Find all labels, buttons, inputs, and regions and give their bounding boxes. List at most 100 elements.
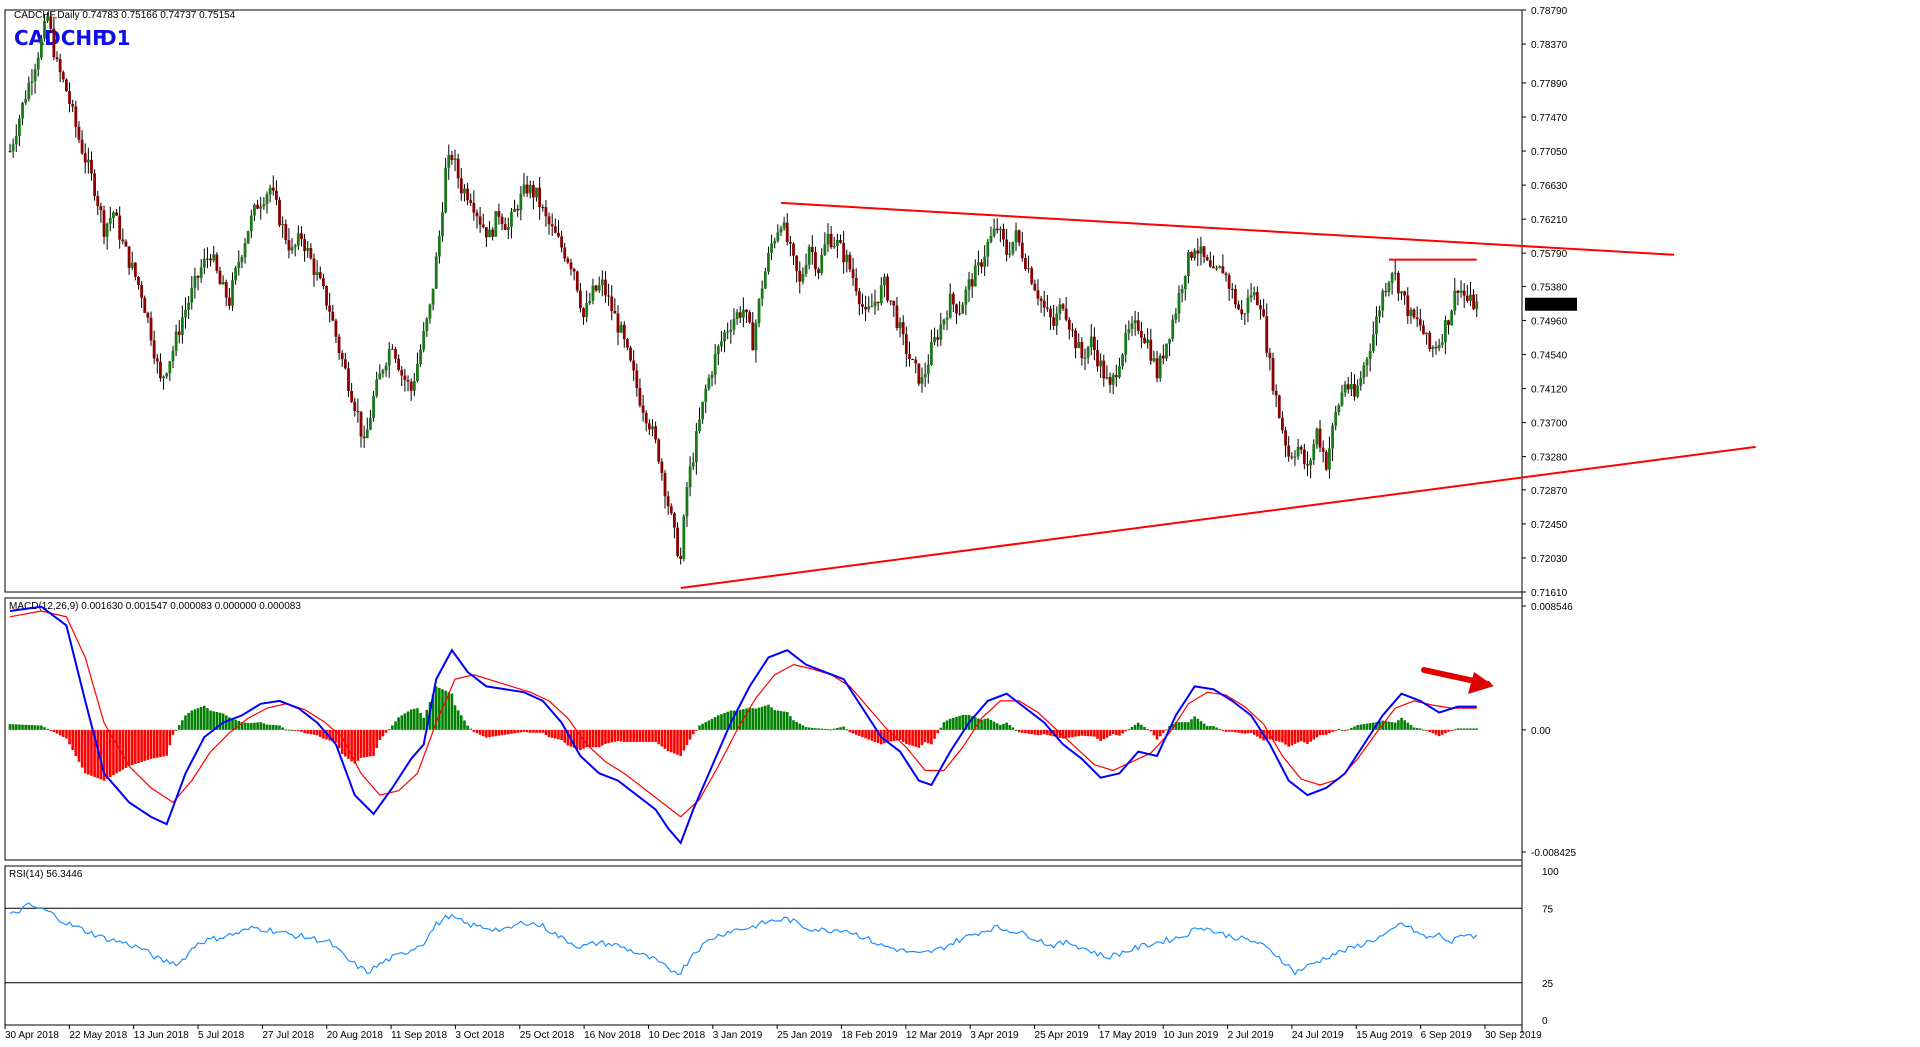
macd-histogram-bar [563, 729, 567, 743]
macd-histogram-bar [140, 729, 143, 762]
candle-body [1393, 272, 1397, 274]
candle-body [409, 381, 413, 391]
macd-histogram-bar [177, 725, 181, 730]
candle-body [171, 350, 175, 362]
macd-histogram-bar [648, 729, 651, 742]
candle-body [588, 300, 592, 304]
macd-histogram-bar [1118, 729, 1121, 736]
macd-histogram-bar [1165, 729, 1168, 731]
macd-histogram-bar [1440, 729, 1444, 735]
macd-histogram-bar [550, 729, 554, 738]
macd-histogram-bar [312, 729, 316, 735]
candle-body [49, 16, 53, 29]
macd-histogram-bar [1444, 729, 1447, 734]
macd-histogram-bar [635, 729, 639, 742]
candle-body [463, 188, 466, 194]
candle-body [390, 348, 394, 350]
candle-body [930, 342, 933, 365]
candle-body [77, 126, 81, 140]
candle-body [651, 426, 654, 430]
macd-histogram-bar [488, 729, 491, 738]
macd-histogram-bar [24, 724, 27, 730]
candle-body [212, 254, 216, 261]
macd-histogram-bar [184, 715, 187, 730]
candle-body [1224, 273, 1228, 276]
candle-body [428, 304, 432, 319]
time-tick-label: 10 Jun 2019 [1163, 1030, 1218, 1041]
candle-body [1403, 291, 1407, 296]
macd-histogram-bar [1155, 729, 1159, 740]
candle-body [1431, 347, 1435, 350]
macd-histogram-bar [243, 722, 247, 730]
candle-body [1061, 304, 1065, 309]
candle-body [864, 306, 867, 310]
macd-histogram-bar [923, 729, 927, 743]
candle-body [710, 374, 714, 379]
macd-histogram-bar [1199, 721, 1203, 730]
macd-histogram-bar [11, 724, 15, 730]
candle-body [1114, 374, 1118, 378]
macd-histogram-bar [641, 729, 645, 742]
candle-body [1168, 338, 1171, 344]
macd-histogram-bar [1309, 729, 1312, 742]
macd-histogram-bar [206, 708, 209, 730]
candle-body [1422, 325, 1425, 335]
macd-histogram-bar [1162, 729, 1165, 733]
candle-body [998, 228, 1002, 231]
macd-histogram-bar [832, 728, 836, 730]
candle-body [1155, 358, 1159, 379]
macd-histogram-bar [905, 729, 908, 744]
macd-histogram-bar [585, 729, 588, 748]
candle-body [1049, 308, 1052, 318]
candle-body [961, 304, 965, 314]
macd-histogram-bar [726, 711, 729, 730]
candle-body [437, 236, 441, 257]
candle-body [1328, 448, 1331, 470]
macd-histogram-bar [601, 729, 604, 746]
macd-histogram-bar [134, 729, 137, 765]
macd-histogram-bar [365, 729, 369, 757]
macd-histogram-bar [1315, 729, 1319, 738]
current-price-tag [1525, 297, 1577, 311]
macd-histogram-bar [497, 729, 501, 736]
candle-body [149, 317, 153, 341]
macd-histogram-bar [315, 729, 319, 736]
candle-body [572, 269, 576, 272]
macd-histogram-bar [1472, 728, 1475, 730]
candle-body [1002, 228, 1005, 240]
candle-body [105, 223, 109, 237]
candle-body [416, 363, 419, 382]
macd-histogram-bar [1105, 729, 1109, 738]
candle-body [209, 258, 212, 261]
candle-body [1306, 464, 1309, 466]
candle-body [196, 276, 200, 278]
macd-histogram-bar [381, 729, 385, 737]
candle-body [1472, 294, 1475, 310]
candle-body [121, 239, 125, 242]
candle-body [459, 178, 463, 194]
candle-body [265, 194, 269, 205]
candle-body [334, 320, 338, 337]
macd-histogram-bar [688, 729, 692, 740]
candle-body [810, 246, 814, 253]
macd-histogram-bar [1027, 729, 1030, 734]
rsi-tick-label: 75 [1542, 904, 1554, 915]
candle-body [268, 187, 272, 195]
macd-histogram-bar [1215, 727, 1218, 730]
macd-histogram-bar [1074, 729, 1077, 737]
macd-histogram-bar [945, 720, 949, 730]
macd-histogram-bar [1177, 722, 1181, 730]
time-tick-label: 2 Jul 2019 [1228, 1030, 1275, 1041]
candle-body [1036, 290, 1040, 299]
candle-body [654, 426, 658, 440]
macd-histogram-bar [1359, 724, 1363, 730]
macd-histogram-bar [995, 723, 999, 730]
macd-histogram-bar [1049, 729, 1052, 736]
candle-body [1465, 295, 1469, 301]
candle-body [1042, 300, 1046, 308]
candle-body [1368, 351, 1372, 359]
candle-body [1255, 292, 1259, 306]
macd-histogram-bar [334, 729, 338, 743]
macd-histogram-bar [729, 710, 733, 730]
